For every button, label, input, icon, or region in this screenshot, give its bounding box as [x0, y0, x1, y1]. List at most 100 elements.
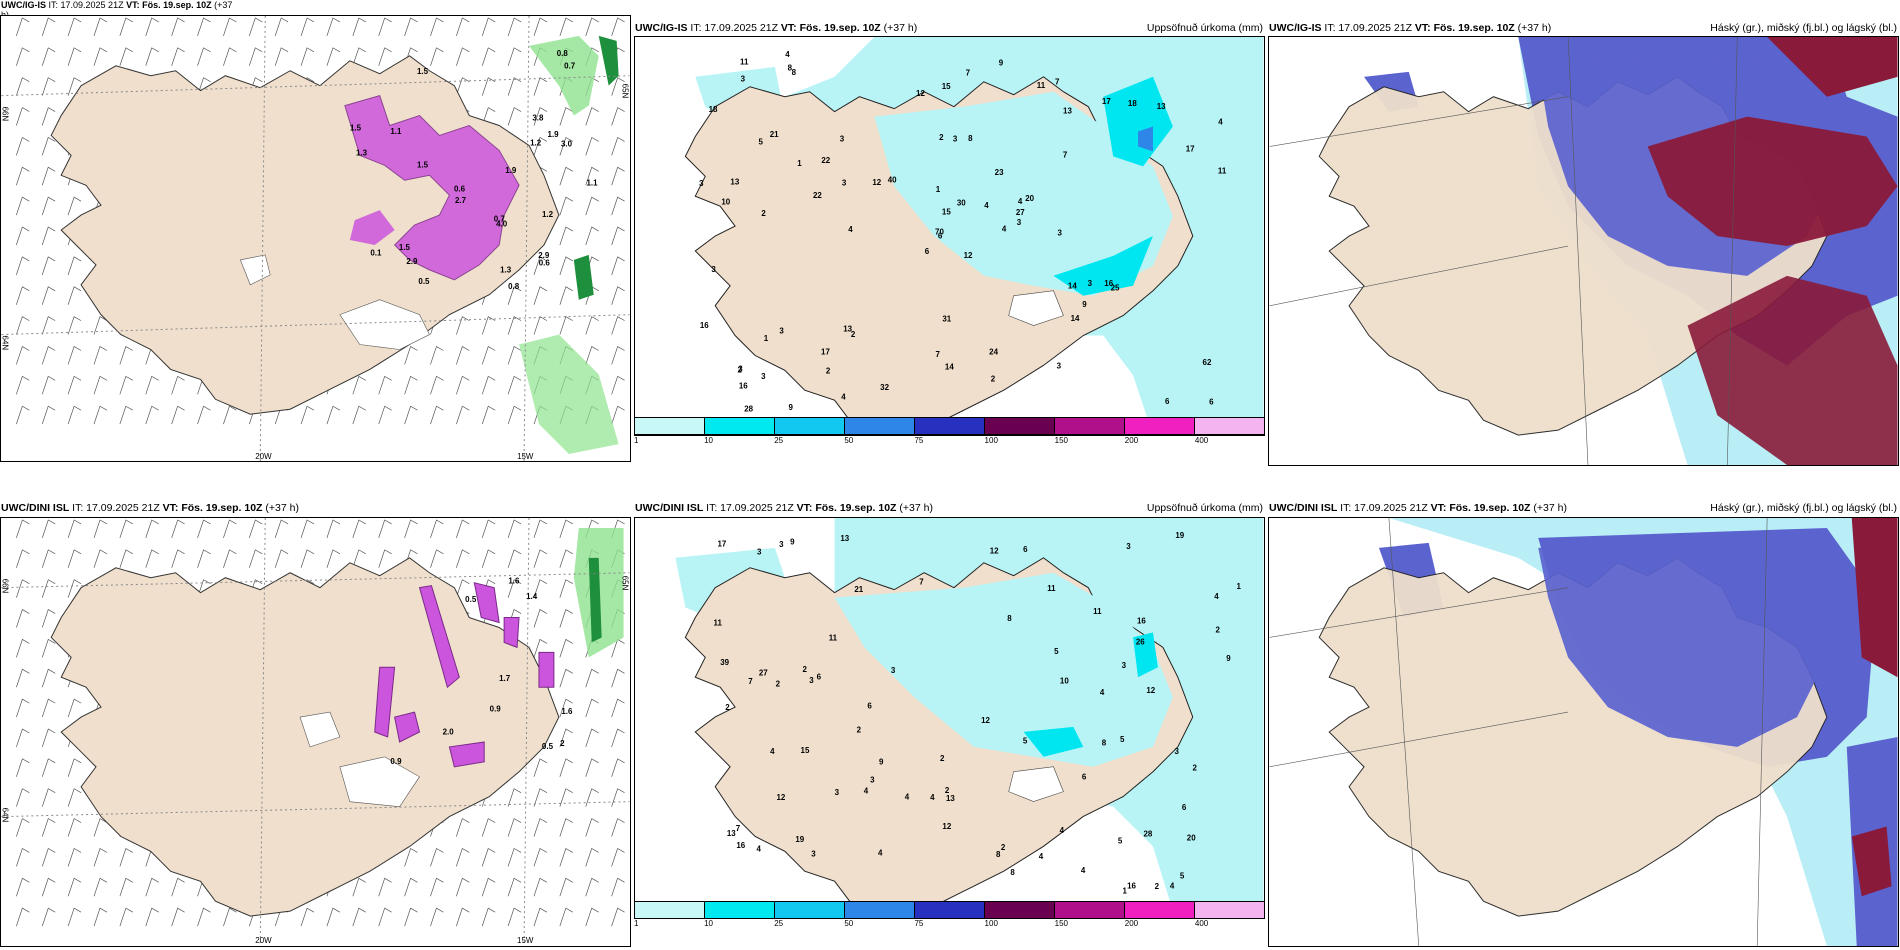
wind-barb: [93, 316, 108, 335]
precip-value: 3: [953, 134, 958, 143]
wind-barb: [533, 549, 548, 568]
wind-barb: [611, 818, 625, 837]
wind-barb: [16, 907, 30, 927]
precip-value: 22: [813, 191, 822, 200]
precip-value: 7: [748, 677, 753, 686]
wind-barb: [507, 907, 522, 927]
precip-map: 2 3 3 5 4 21 4 2 4 4 12 12 17 16 6 4 12 9 4 3 2 6 4 3 28 10 8 7 16 13…: [634, 517, 1265, 912]
wind-barb: [559, 107, 574, 126]
colorbar-cell: [635, 418, 705, 434]
wind-barb: [456, 579, 470, 598]
wind-barb: [507, 405, 522, 425]
precip-value: 26: [1136, 638, 1145, 647]
wind-barb: [16, 226, 30, 246]
wind-barb: [507, 316, 522, 335]
wind-barb: [481, 847, 496, 867]
wind-values: 0.9 1.6 1.7 0.9 0.5 1.6 2 1.4 0.5 2.0: [390, 576, 573, 766]
precip-value: 6: [1182, 803, 1187, 812]
wind-barb: [67, 346, 82, 365]
precip-value: 1: [764, 334, 769, 343]
precip-value: 32: [880, 383, 889, 392]
wind-barb: [67, 877, 82, 897]
wind-barb: [404, 405, 418, 425]
precip-green-2: [588, 557, 602, 643]
wind-values: 0.8 1.5 1.5 1.1 1.9 1.3 1.1 1.5 2.7 2.9 0.1 1.5 0.6 0…: [350, 49, 598, 291]
precip-green-2: [598, 35, 619, 86]
wind-hatch-2: [349, 210, 395, 245]
wind-barb: [507, 77, 522, 96]
wind-barb: [559, 166, 574, 186]
panel-right-title: Uppsöfnuð úrkoma (mm): [1146, 22, 1263, 34]
wind-value: 1.1: [390, 127, 402, 136]
wind-barb: [145, 549, 159, 568]
wind-barb: [533, 519, 548, 539]
wind-barb: [197, 405, 211, 425]
wind-map-svg: 20W 15W 66N 64N 65N 0.8 1.5 1.5 1.1 1.9 1.3 1.…: [1, 16, 630, 461]
precip-value: 3: [779, 540, 784, 549]
precip-colorbar-ticks: 1 10 25 50 75 100 150 200 400: [634, 919, 1265, 929]
wind-barb: [41, 77, 56, 96]
precip-value: 6: [867, 702, 872, 711]
colorbar-tick-label: 150: [1054, 919, 1069, 928]
precip-value: 2: [803, 665, 808, 674]
wind-barb: [93, 847, 108, 867]
wind-barb: [533, 286, 548, 305]
wind-barb: [248, 549, 263, 568]
precip-value: 8: [1007, 614, 1012, 623]
wind-value: 1.5: [350, 124, 362, 133]
wind-barb: [559, 877, 573, 897]
precip-value: 13: [843, 325, 852, 334]
wind-barb: [611, 77, 625, 96]
precip-value: 12: [990, 547, 999, 556]
wind-barb: [41, 166, 56, 186]
wind-barb: [559, 698, 573, 718]
precip-value: 4: [864, 786, 869, 795]
precip-value: 2: [851, 330, 856, 339]
wind-barb: [533, 818, 548, 837]
precip-value: 16: [1104, 279, 1113, 288]
wind-barb: [145, 519, 159, 539]
wind-value: 0.1: [370, 249, 382, 258]
wind-barb: [67, 549, 82, 568]
wind-barb: [300, 17, 315, 37]
wind-value: 1.2: [530, 139, 542, 148]
wind-barb: [481, 346, 496, 365]
colorbar-cell: [1195, 902, 1264, 918]
wind-barb: [507, 579, 522, 598]
wind-barb: [300, 549, 315, 568]
wind-barb: [67, 847, 82, 867]
precip-value: 17: [717, 540, 726, 549]
wind-barb: [585, 166, 599, 186]
glacier-white-2: [239, 254, 271, 286]
wind-barb: [171, 877, 185, 897]
wind-barb: [533, 579, 548, 598]
wind-barb: [16, 405, 30, 425]
wind-barb: [585, 758, 599, 777]
wind-barb: [430, 847, 444, 867]
wind-barb: [119, 907, 134, 927]
precip-value: 24: [989, 348, 998, 357]
wind-barb: [481, 77, 496, 96]
precip-strong: [1138, 126, 1153, 152]
precip-value: 12: [964, 251, 973, 260]
wind-barb: [171, 47, 185, 66]
wind-barb: [41, 728, 56, 748]
precip-value: 2: [1155, 882, 1160, 891]
wind-barb: [41, 256, 56, 275]
precip-value: 4: [1039, 852, 1044, 861]
precip-value: 3: [835, 788, 840, 797]
precip-value: 3: [1122, 661, 1127, 670]
wind-barb: [41, 519, 56, 539]
wind-barb: [404, 17, 418, 37]
precip-value: 17: [1186, 145, 1195, 154]
panel-precip-dini: UWC/DINI ISL IT: 17.09.2025 21Z VT: Fös.…: [634, 485, 1265, 931]
wind-barb: [352, 549, 366, 568]
wind-barb: [67, 579, 82, 598]
colorbar-tick-label: 150: [1054, 436, 1069, 445]
precip-value: 3: [779, 327, 784, 336]
wind-barb: [16, 316, 30, 335]
precip-value: 15: [942, 207, 951, 216]
colorbar-tick-label: 400: [1194, 436, 1209, 445]
wind-barb: [326, 907, 341, 927]
